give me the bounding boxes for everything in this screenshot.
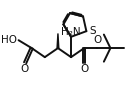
Text: S: S <box>89 26 96 36</box>
Text: O: O <box>93 35 101 45</box>
Polygon shape <box>57 33 59 48</box>
Text: O: O <box>80 64 88 74</box>
Text: H₂N: H₂N <box>61 27 81 37</box>
Text: O: O <box>20 64 28 74</box>
Text: HO: HO <box>1 35 17 45</box>
